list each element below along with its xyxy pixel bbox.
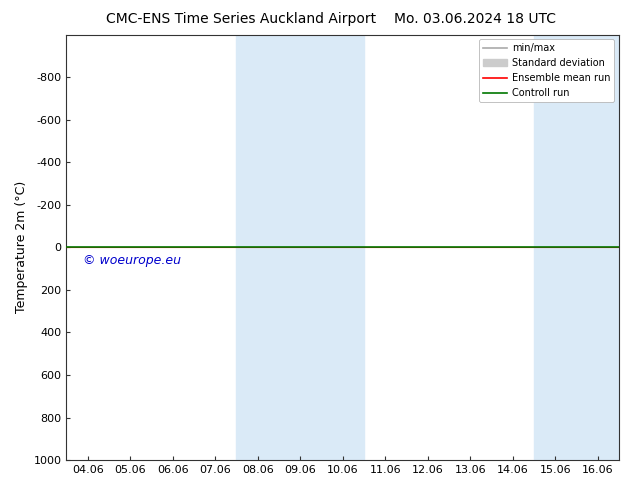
Y-axis label: Temperature 2m (°C): Temperature 2m (°C): [15, 181, 28, 314]
Text: CMC-ENS Time Series Auckland Airport: CMC-ENS Time Series Auckland Airport: [106, 12, 376, 26]
Bar: [236, 35, 364, 460]
Text: Mo. 03.06.2024 18 UTC: Mo. 03.06.2024 18 UTC: [394, 12, 557, 26]
Bar: [534, 35, 619, 460]
Text: © woeurope.eu: © woeurope.eu: [83, 254, 181, 267]
Legend: min/max, Standard deviation, Ensemble mean run, Controll run: min/max, Standard deviation, Ensemble me…: [479, 40, 614, 102]
